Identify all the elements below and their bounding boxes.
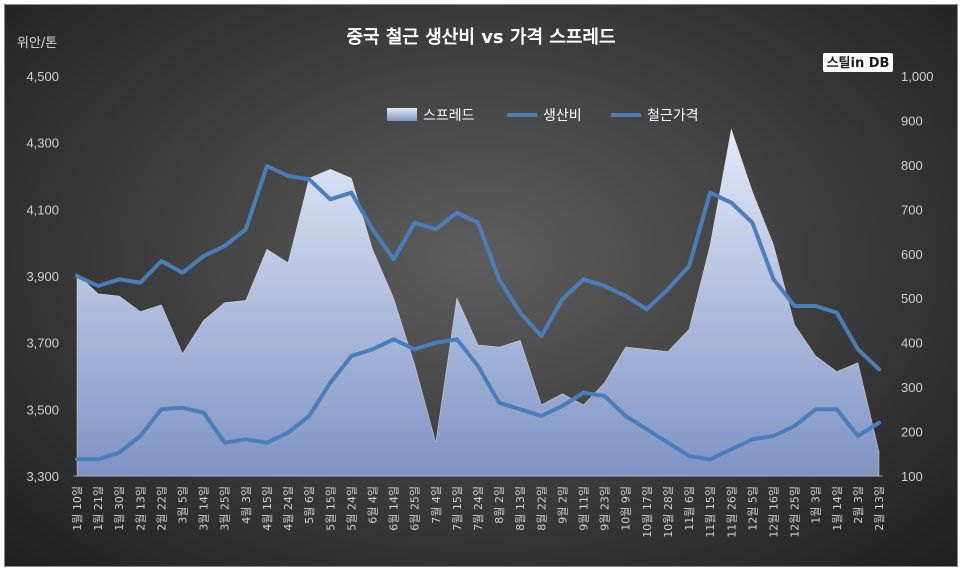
legend-label-cost: 생산비 xyxy=(543,108,582,124)
svg-text:스틸in DB: 스틸in DB xyxy=(827,56,890,71)
legend-label-spread: 스프레드 xyxy=(423,108,475,124)
x-tick-label: 1월 30일 xyxy=(112,486,126,531)
y-left-tick: 4,500 xyxy=(26,69,59,84)
x-tick-label: 9월 2일 xyxy=(555,486,569,524)
x-tick-label: 11월 6일 xyxy=(682,486,696,531)
x-tick-label: 5월 15일 xyxy=(323,486,337,531)
chart-svg: 중국 철근 생산비 vs 가격 스프레드 위안/톤 스틸in DB 3,3003… xyxy=(17,27,934,538)
chart-frame: 중국 철근 생산비 vs 가격 스프레드 위안/톤 스틸in DB 3,300 3… xyxy=(4,4,958,567)
y-right-tick: 600 xyxy=(901,247,923,262)
y-left-tick: 4,100 xyxy=(26,202,59,217)
series-cost-line xyxy=(75,164,881,372)
x-tick-label: 1월 3일 xyxy=(809,486,823,524)
watermark-logo: 스틸in DB xyxy=(823,53,893,72)
y-right-tick: 800 xyxy=(901,158,923,173)
x-tick-label: 2월 13일 xyxy=(133,486,147,531)
y-left-tick: 3,500 xyxy=(26,402,59,417)
x-tick-label: 12월 5일 xyxy=(745,486,759,531)
x-tick-label: 8월 13일 xyxy=(513,486,527,531)
legend-swatch-spread xyxy=(387,108,417,121)
x-tick-label: 4월 24일 xyxy=(281,486,295,531)
y-right-tick: 500 xyxy=(901,291,923,306)
y-right-tick: 300 xyxy=(901,380,923,395)
x-tick-label: 3월 25일 xyxy=(218,486,232,531)
x-tick-label: 8월 2일 xyxy=(492,486,506,524)
y-left-axis: 3,300 3,500 3,700 3,900 4,100 4,300 4,500 xyxy=(26,69,59,484)
x-tick-label: 6월 14일 xyxy=(387,486,401,531)
y-right-tick: 700 xyxy=(901,202,923,217)
y-left-unit: 위안/톤 xyxy=(17,36,57,51)
y-right-tick: 1,000 xyxy=(901,69,934,84)
chart-title: 중국 철근 생산비 vs 가격 스프레드 xyxy=(346,27,615,48)
legend: 스프레드 생산비 철근가격 xyxy=(387,108,699,124)
price-lines-layer xyxy=(75,164,881,462)
series-price-line xyxy=(75,337,881,462)
y-left-tick: 3,300 xyxy=(26,469,59,484)
x-tick-label: 3월 14일 xyxy=(197,486,211,531)
x-tick-label: 2월 22일 xyxy=(154,486,168,531)
x-tick-label: 5월 6일 xyxy=(302,486,316,524)
x-tick-label: 3월 5일 xyxy=(176,486,190,524)
x-tick-label: 4월 3일 xyxy=(239,486,253,524)
x-tick-label: 10월 9일 xyxy=(619,486,633,531)
x-tick-label: 11월 15일 xyxy=(703,486,717,538)
x-tick-label: 10월 17일 xyxy=(640,486,654,538)
x-tick-label: 1월 10일 xyxy=(70,486,84,531)
y-right-tick: 900 xyxy=(901,113,923,128)
y-left-tick: 3,700 xyxy=(26,336,59,351)
y-right-tick: 100 xyxy=(901,469,923,484)
x-tick-label: 7월 15일 xyxy=(450,486,464,531)
watermark-text: 스틸in DB xyxy=(827,56,890,71)
x-tick-label: 6월 4일 xyxy=(365,486,379,524)
x-tick-label: 12월 25일 xyxy=(788,486,802,538)
x-tick-label: 6월 25일 xyxy=(408,486,422,531)
x-tick-label: 2월 3일 xyxy=(851,486,865,524)
x-tick-label: 11월 26일 xyxy=(724,486,738,538)
x-tick-label: 9월 11일 xyxy=(577,486,591,531)
x-tick-label: 12월 16일 xyxy=(766,486,780,538)
x-tick-label: 4월 15일 xyxy=(260,486,274,531)
x-axis: 1월 10일 1월 21일 1월 30일 2월 13일 2월 22일 3월 5일 3월 14… xyxy=(70,486,886,538)
y-left-tick: 3,900 xyxy=(26,269,59,284)
y-right-tick: 400 xyxy=(901,336,923,351)
x-tick-label: 8월 22일 xyxy=(534,486,548,531)
x-tick-label: 5월 24일 xyxy=(344,486,358,531)
x-tick-label: 1월 21일 xyxy=(91,486,105,531)
x-tick-label: 2월 13일 xyxy=(872,486,886,531)
spread-area-layer xyxy=(76,128,880,477)
legend-label-price: 철근가격 xyxy=(647,108,699,124)
x-tick-label: 7월 24일 xyxy=(471,486,485,531)
y-right-axis: 100 200 300 400 500 600 700 800 900 1,000 xyxy=(901,69,934,484)
y-right-tick: 200 xyxy=(901,425,923,440)
x-tick-label: 1월 14일 xyxy=(830,486,844,531)
x-tick-label: 7월 4일 xyxy=(429,486,443,524)
y-left-tick: 4,300 xyxy=(26,136,59,151)
series-spread-area xyxy=(76,128,880,477)
x-tick-label: 10월 28일 xyxy=(661,486,675,538)
x-tick-label: 9월 23일 xyxy=(598,486,612,531)
